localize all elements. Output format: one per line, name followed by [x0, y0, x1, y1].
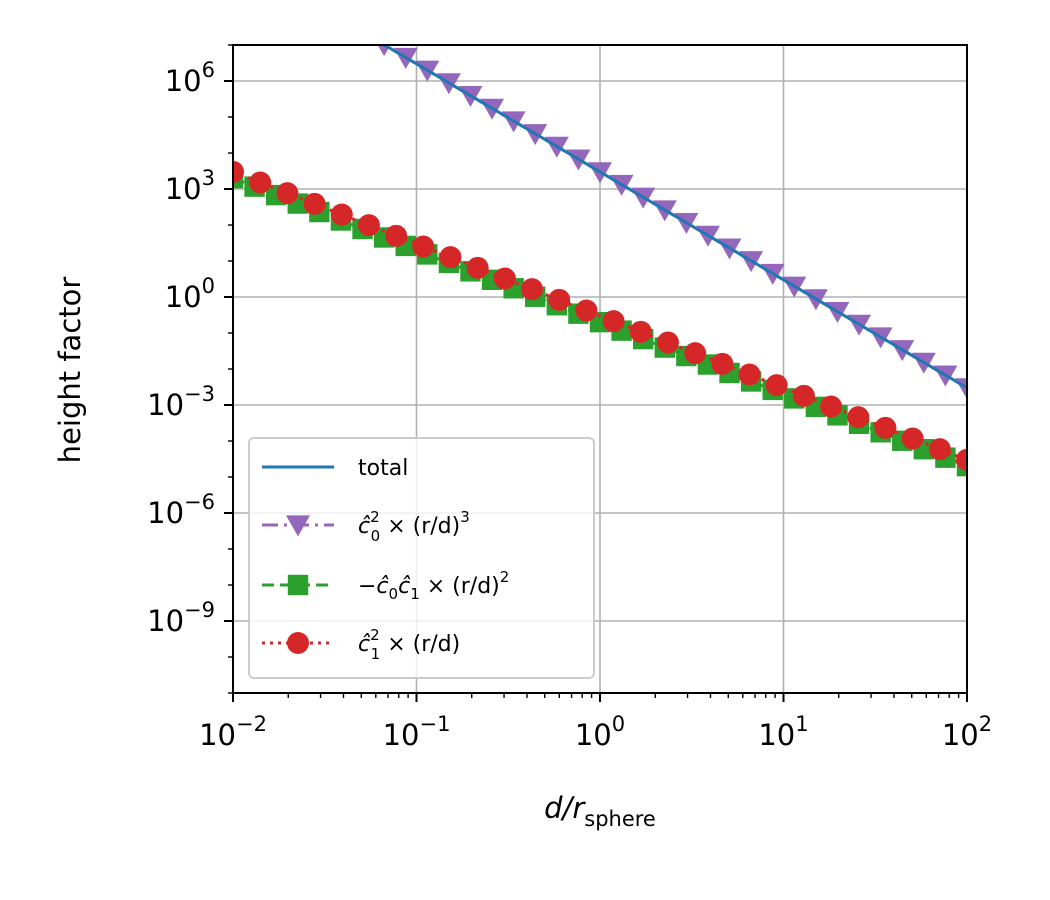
circle-marker	[711, 352, 734, 375]
circle-marker	[233, 160, 244, 183]
triangle-marker	[351, 22, 375, 43]
circle-marker	[874, 416, 897, 439]
x-tick-label: 10−1	[383, 712, 451, 752]
circle-marker	[385, 224, 408, 247]
circle-marker	[684, 342, 707, 365]
triangle-marker	[329, 10, 353, 31]
series-3	[233, 160, 967, 471]
circle-marker	[439, 246, 462, 269]
circle-marker	[792, 384, 815, 407]
legend-frame	[248, 437, 595, 679]
y-tick-label: 106	[165, 58, 215, 98]
triangle-marker	[286, 0, 310, 5]
circle-marker	[466, 256, 489, 279]
legend-entry: ĉ2 1 × (r/d)	[262, 626, 460, 663]
x-tick-label: 102	[942, 712, 992, 752]
circle-marker	[412, 235, 435, 258]
x-tick-label: 100	[575, 712, 625, 752]
legend-entry: total	[262, 456, 408, 481]
y-tick-label: 103	[165, 166, 215, 206]
y-tick-label: 10−9	[147, 598, 215, 638]
circle-marker	[956, 448, 967, 471]
axis-labels: d/rsphere height factor	[53, 277, 656, 831]
x-axis-label: d/rsphere	[544, 791, 656, 831]
circle-marker	[629, 320, 652, 343]
circle-marker	[249, 171, 272, 194]
axis-ticks: 10−2 10−1 100 101 102 106 103 100 10−3 10−6 10−9	[147, 44, 992, 752]
x-tick-label: 10−2	[199, 712, 267, 752]
circle-marker	[765, 374, 788, 397]
series-0	[381, 45, 967, 390]
triangle-marker	[286, 515, 310, 537]
legend-label: ĉ2 0 × (r/d)3	[358, 508, 470, 545]
circle-marker	[738, 363, 761, 386]
legend-label: total	[358, 456, 408, 481]
circle-marker	[303, 192, 326, 215]
legend-entry: ĉ2 0 × (r/d)3	[262, 508, 470, 545]
x-tick-label: 101	[758, 712, 808, 752]
circle-marker	[276, 182, 299, 205]
circle-marker	[575, 299, 598, 322]
circle-marker	[820, 395, 843, 418]
legend-label: −ĉ0ĉ1 × (r/d)2	[358, 568, 509, 603]
triangle-marker	[307, 0, 331, 18]
circle-marker	[521, 278, 544, 301]
legend-entry: −ĉ0ĉ1 × (r/d)2	[262, 568, 509, 603]
circle-marker	[287, 632, 309, 654]
circle-marker	[548, 288, 571, 311]
square-marker	[287, 574, 309, 596]
circle-marker	[330, 203, 353, 226]
y-tick-label: 10−3	[147, 382, 215, 422]
circle-marker	[493, 267, 516, 290]
circle-marker	[357, 214, 380, 237]
circle-marker	[656, 331, 679, 354]
y-tick-label: 10−6	[147, 490, 215, 530]
legend-label: ĉ2 1 × (r/d)	[358, 626, 460, 663]
plot-series	[233, 0, 967, 477]
circle-marker	[901, 427, 924, 450]
circle-marker	[928, 438, 951, 461]
y-axis-label: height factor	[53, 277, 87, 464]
y-tick-label: 100	[165, 274, 215, 314]
circle-marker	[602, 310, 625, 333]
series-line	[233, 170, 967, 462]
circle-marker	[847, 406, 870, 429]
series-line	[381, 45, 967, 390]
legend: total ĉ2 0 × (r/d)3 −ĉ0ĉ1 × (r/d)2 ĉ2 1 × (r/…	[248, 437, 595, 679]
